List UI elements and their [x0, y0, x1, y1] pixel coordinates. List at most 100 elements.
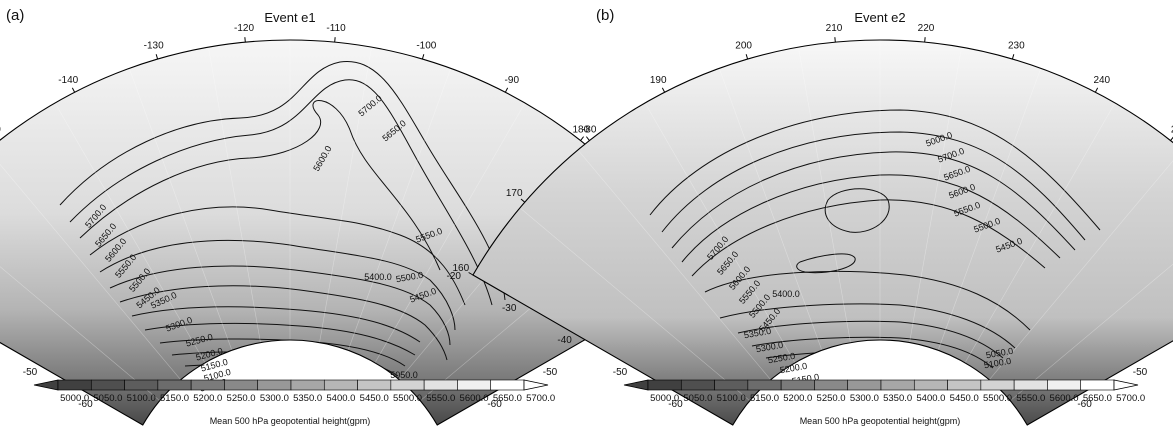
colorbar-tick-label: 5400.0	[916, 393, 945, 404]
lon-tick-mark	[581, 137, 584, 141]
colorbar-swatch	[258, 380, 291, 390]
colorbar-title: Mean 500 hPa geopotential height(gpm)	[210, 416, 371, 426]
lon-tick-label: -110	[326, 23, 346, 34]
colorbar-tick-label: 5100.0	[127, 393, 156, 404]
shaded-field	[473, 40, 1173, 425]
colorbar-tick-label: 5050.0	[683, 393, 712, 404]
lon-tick-mark	[72, 88, 74, 92]
colorbar-swatch	[848, 380, 881, 390]
lon-tick-mark	[746, 54, 747, 59]
colorbar-swatch	[1047, 380, 1080, 390]
colorbar-swatch	[948, 380, 981, 390]
colorbar-swatch	[324, 380, 357, 390]
lon-tick-mark	[1012, 54, 1013, 59]
lon-tick-label: 240	[1093, 75, 1110, 86]
panel-title: Event e1	[264, 10, 315, 25]
colorbar-swatch	[981, 380, 1014, 390]
lon-tick-label: 170	[506, 188, 523, 199]
colorbar-swatch	[715, 380, 748, 390]
colorbar-tick-label: 5600.0	[460, 393, 489, 404]
colorbar-tick-label: 5200.0	[783, 393, 812, 404]
colorbar-tick-label: 5150.0	[750, 393, 779, 404]
colorbar-min-arrow	[624, 380, 648, 390]
colorbar-swatch	[191, 380, 224, 390]
lon-tick-label: -150	[0, 125, 1, 136]
lon-tick-label: 180	[572, 125, 589, 136]
colorbar-tick-label: 5200.0	[193, 393, 222, 404]
contour-label: 5400.0	[772, 289, 800, 299]
colorbar-swatch	[881, 380, 914, 390]
colorbar-tick-label: 5450.0	[360, 393, 389, 404]
lat-tick-label-left: -20	[447, 271, 462, 282]
colorbar-swatch	[781, 380, 814, 390]
colorbar-tick-label: 5500.0	[983, 393, 1012, 404]
lon-tick-mark	[156, 54, 157, 59]
colorbar-swatch	[125, 380, 158, 390]
colorbar-swatch	[491, 380, 524, 390]
colorbar-tick-label: 5700.0	[526, 393, 555, 404]
colorbar-tick-label: 5250.0	[227, 393, 256, 404]
lon-tick-label: 220	[918, 23, 935, 34]
lon-tick-label: 200	[735, 41, 752, 52]
colorbar-swatch	[1014, 380, 1047, 390]
colorbar-swatch	[1081, 380, 1114, 390]
colorbar-title: Mean 500 hPa geopotential height(gpm)	[800, 416, 961, 426]
colorbar-tick-label: 5650.0	[493, 393, 522, 404]
colorbar-tick-label: 5600.0	[1050, 393, 1079, 404]
colorbar-swatch	[391, 380, 424, 390]
colorbar-tick-label: 5400.0	[326, 393, 355, 404]
lon-tick-mark	[662, 88, 664, 92]
colorbar-tick-label: 5050.0	[93, 393, 122, 404]
colorbar-tick-label: 5000.0	[60, 393, 89, 404]
colorbar-swatch	[291, 380, 324, 390]
colorbar-tick-label: 5500.0	[393, 393, 422, 404]
colorbar-swatch	[748, 380, 781, 390]
lon-tick-mark	[586, 137, 589, 141]
lon-tick-label: 230	[1008, 41, 1025, 52]
colorbar-swatch	[224, 380, 257, 390]
contour-label: 5050.0	[390, 370, 418, 380]
colorbar-tick-label: 5650.0	[1083, 393, 1112, 404]
lon-tick-label: -120	[234, 23, 254, 34]
panel-title: Event e2	[854, 10, 905, 25]
colorbar-swatch	[158, 380, 191, 390]
colorbar-swatch	[58, 380, 91, 390]
colorbar-tick-label: 5550.0	[426, 393, 455, 404]
colorbar-max-arrow	[524, 380, 548, 390]
colorbar-max-arrow	[1114, 380, 1138, 390]
colorbar-swatch	[358, 380, 391, 390]
panel-letter: (a)	[6, 7, 24, 24]
colorbar-tick-label: 5450.0	[950, 393, 979, 404]
colorbar-tick-label: 5000.0	[650, 393, 679, 404]
colorbar-tick-label: 5300.0	[260, 393, 289, 404]
lon-tick-mark	[1095, 88, 1097, 92]
lon-tick-mark	[422, 54, 423, 59]
colorbar-swatch	[814, 380, 847, 390]
lon-tick-label: -130	[144, 41, 164, 52]
lat-tick-label-left: -50	[613, 367, 628, 378]
lon-tick-label: -90	[505, 75, 520, 86]
colorbar-tick-label: 5700.0	[1116, 393, 1145, 404]
colorbar-swatch	[648, 380, 681, 390]
lat-tick-label-right: -50	[1133, 367, 1148, 378]
lon-tick-label: 190	[650, 75, 667, 86]
colorbar-swatch	[681, 380, 714, 390]
colorbar-swatch	[91, 380, 124, 390]
colorbar-tick-label: 5350.0	[293, 393, 322, 404]
colorbar-tick-label: 5350.0	[883, 393, 912, 404]
colorbar-tick-label: 5150.0	[160, 393, 189, 404]
lon-tick-label: 210	[826, 23, 843, 34]
colorbar-tick-label: 5550.0	[1016, 393, 1045, 404]
lat-tick-label-left: -50	[23, 367, 38, 378]
lon-tick-label: -100	[416, 41, 436, 52]
lat-tick-label-right: -50	[543, 367, 558, 378]
colorbar-min-arrow	[34, 380, 58, 390]
lat-tick-label-left: -30	[502, 303, 517, 314]
lat-tick-label-left: -40	[557, 335, 572, 346]
lon-tick-mark	[505, 88, 507, 92]
colorbar-tick-label: 5100.0	[717, 393, 746, 404]
colorbar-swatch	[914, 380, 947, 390]
